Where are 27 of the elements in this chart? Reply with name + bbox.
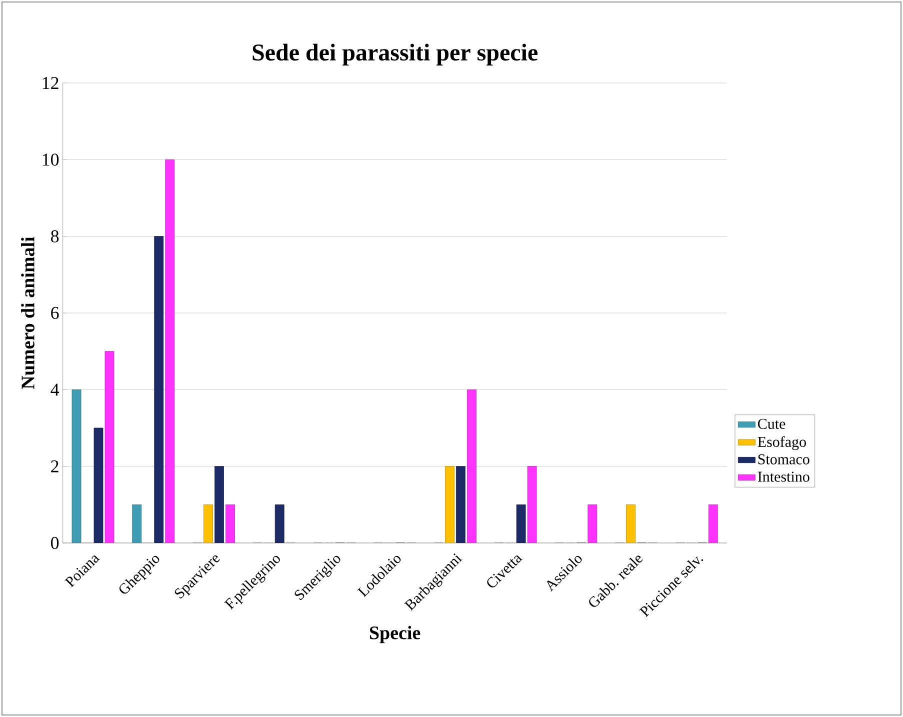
bar <box>456 466 466 543</box>
legend-label: Cute <box>758 418 786 429</box>
y-tick-label: 0 <box>50 536 59 550</box>
bar <box>204 504 213 543</box>
bar <box>626 504 636 543</box>
chart-title: Sede dei parassiti per specie <box>252 44 538 66</box>
bar <box>588 504 598 543</box>
legend-label: Stomaco <box>758 454 810 464</box>
bar <box>708 504 718 543</box>
bar <box>444 466 454 543</box>
bar <box>132 504 142 543</box>
bar <box>226 504 235 543</box>
y-tick-label: 12 <box>42 77 58 89</box>
y-tick-label: 6 <box>51 306 59 320</box>
bar <box>154 236 164 543</box>
legend-label: Esofago <box>758 436 806 450</box>
bar <box>466 389 476 543</box>
y-axis-title: Numero di animali <box>21 236 34 389</box>
bar <box>214 466 224 543</box>
y-tick-label: 8 <box>50 230 59 242</box>
x-axis-title: Specie <box>370 626 420 644</box>
bar <box>165 159 175 543</box>
y-tick-label: 2 <box>51 460 58 472</box>
bar <box>274 504 284 543</box>
legend-label: Intestino <box>758 472 810 482</box>
y-tick-label: 4 <box>50 384 60 396</box>
y-tick-label: 10 <box>42 154 59 166</box>
